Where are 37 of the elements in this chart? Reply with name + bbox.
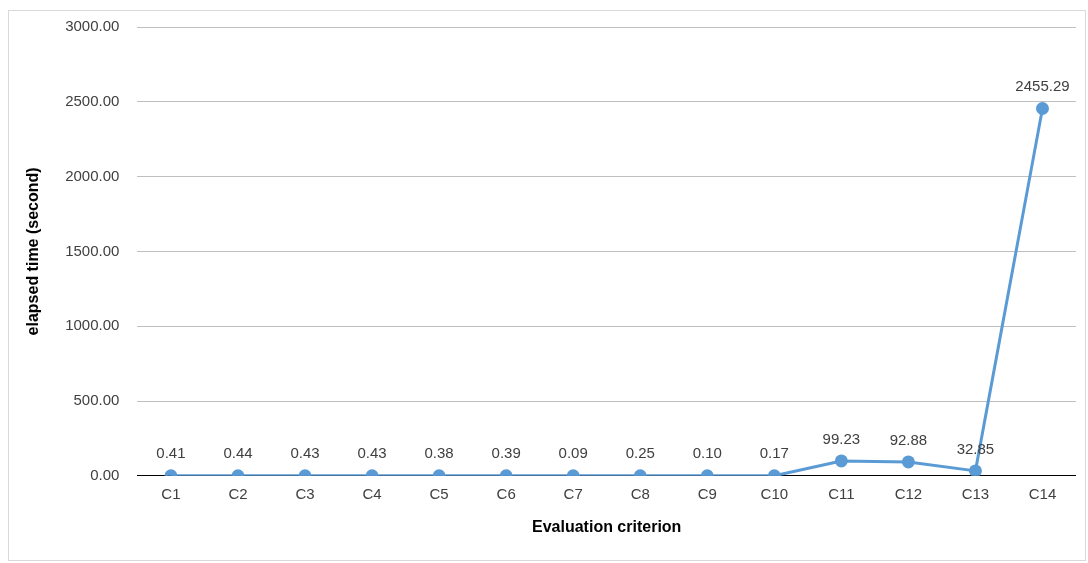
y-tick-label: 3000.00 — [65, 17, 120, 35]
data-label: 0.38 — [424, 444, 454, 462]
data-label: 0.17 — [759, 444, 789, 462]
x-tick-label: C1 — [161, 484, 181, 502]
x-tick-label: C13 — [961, 484, 990, 502]
data-label: 2455.29 — [1015, 77, 1070, 95]
x-tick-label: C14 — [1028, 484, 1057, 502]
y-tick-label: 1500.00 — [65, 241, 120, 259]
data-label: 0.43 — [357, 444, 387, 462]
y-tick-label: 0.00 — [90, 465, 120, 483]
data-label: 0.44 — [223, 444, 253, 462]
x-tick-label: C8 — [630, 484, 650, 502]
x-tick-label: C4 — [362, 484, 382, 502]
y-tick-label: 2500.00 — [65, 91, 120, 109]
data-label: 0.43 — [290, 444, 320, 462]
data-label: 0.39 — [491, 444, 521, 462]
data-label: 92.88 — [889, 430, 928, 448]
y-tick-label: 1000.00 — [65, 316, 120, 334]
x-tick-label: C5 — [429, 484, 449, 502]
x-tick-label: C6 — [496, 484, 516, 502]
data-label: 99.23 — [822, 429, 861, 447]
y-tick-label: 500.00 — [73, 391, 120, 409]
x-tick-label: C9 — [697, 484, 717, 502]
x-tick-label: C10 — [760, 484, 789, 502]
data-label: 0.10 — [692, 444, 722, 462]
x-tick-label: C12 — [894, 484, 923, 502]
point — [1035, 101, 1049, 115]
x-axis-title: Evaluation criterion — [532, 517, 682, 535]
y-axis-title: elapsed time (second) — [24, 167, 42, 336]
x-tick-label: C3 — [295, 484, 315, 502]
data-label: 0.25 — [625, 444, 655, 462]
data-label: 0.09 — [558, 444, 588, 462]
y-tick-label: 2000.00 — [65, 166, 120, 184]
x-tick-label: C7 — [563, 484, 583, 502]
x-tick-label: C11 — [828, 484, 855, 502]
data-label: 0.41 — [156, 444, 186, 462]
x-tick-label: C2 — [228, 484, 248, 502]
